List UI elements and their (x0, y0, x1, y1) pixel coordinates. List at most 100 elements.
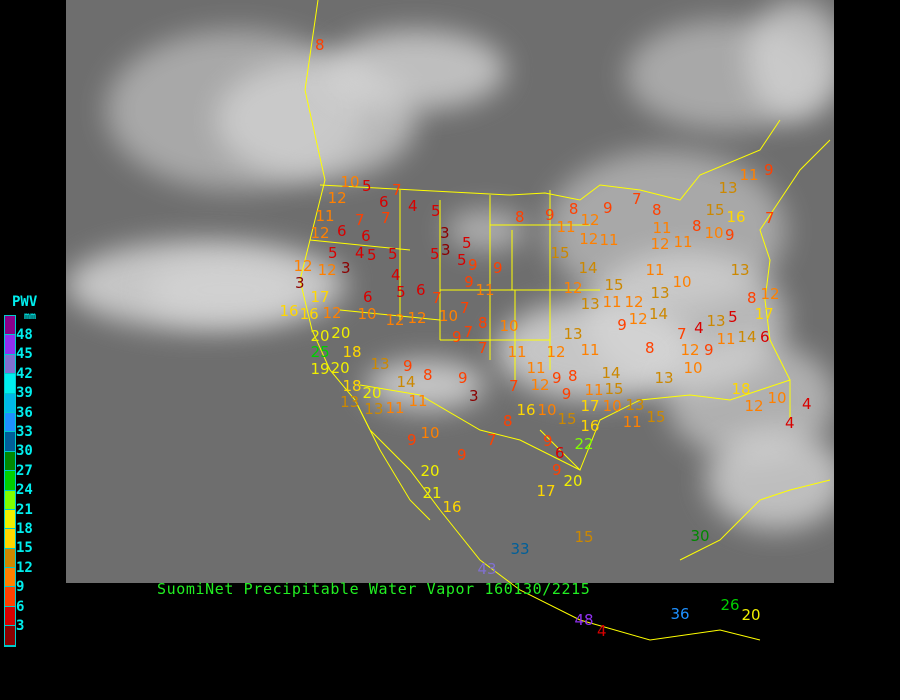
legend-swatch (5, 568, 15, 588)
station-pwv-value: 12 (563, 278, 583, 297)
cloud (366, 360, 486, 410)
station-pwv-value: 7 (381, 208, 391, 227)
station-pwv-value: 21 (422, 483, 442, 502)
station-pwv-value: 18 (342, 376, 362, 395)
station-pwv-value: 12 (385, 310, 405, 329)
legend-label: 21 (16, 501, 33, 518)
station-pwv-value: 12 (322, 303, 342, 322)
legend-swatch (5, 451, 15, 472)
station-pwv-value: 9 (617, 316, 627, 335)
station-pwv-value: 12 (546, 342, 566, 361)
legend-swatch (5, 335, 15, 355)
station-pwv-value: 11 (622, 412, 642, 431)
station-pwv-value: 11 (645, 260, 665, 279)
station-pwv-value: 8 (692, 216, 702, 235)
station-pwv-value: 18 (731, 379, 751, 398)
station-pwv-value: 4 (597, 621, 607, 640)
station-pwv-value: 11 (385, 398, 405, 417)
station-pwv-value: 20 (310, 326, 330, 345)
map-title: SuomiNet Precipitable Water Vapor 160130… (157, 580, 591, 598)
station-pwv-value: 18 (342, 342, 362, 361)
station-pwv-value: 5 (728, 307, 738, 326)
legend-label: 33 (16, 424, 33, 440)
station-pwv-value: 9 (452, 327, 462, 346)
legend-label: 45 (16, 346, 33, 363)
station-pwv-value: 12 (579, 229, 599, 248)
station-pwv-value: 3 (295, 273, 305, 292)
station-pwv-value: 9 (552, 460, 562, 479)
legend-swatch (5, 509, 15, 530)
station-pwv-value: 5 (367, 245, 377, 264)
station-pwv-value: 6 (379, 192, 389, 211)
station-pwv-value: 12 (327, 188, 347, 207)
station-pwv-value: 8 (568, 199, 579, 218)
legend-swatch (5, 626, 15, 646)
legend-swatch (5, 471, 15, 491)
station-pwv-value: 7 (460, 298, 470, 317)
station-pwv-value: 30 (690, 526, 710, 545)
station-pwv-value: 15 (574, 527, 594, 546)
station-pwv-value: 9 (725, 225, 735, 244)
station-pwv-value: 14 (737, 327, 757, 346)
legend-unit: mm (24, 311, 37, 322)
legend-label: 30 (16, 443, 33, 460)
station-pwv-value: 13 (580, 294, 600, 313)
station-pwv-value: 5 (362, 176, 372, 195)
station-pwv-value: 8 (652, 200, 662, 219)
station-pwv-value: 26 (720, 595, 740, 614)
station-pwv-value: 13 (650, 283, 670, 302)
legend-label: 48 (16, 327, 33, 343)
station-pwv-value: 15 (705, 200, 725, 219)
cloud (326, 30, 506, 110)
station-pwv-value: 12 (293, 256, 313, 275)
station-pwv-value: 20 (331, 324, 351, 343)
station-pwv-value: 6 (363, 287, 373, 306)
station-pwv-value: 13 (625, 395, 645, 414)
station-pwv-value: 13 (563, 324, 583, 343)
station-pwv-value: 15 (646, 407, 666, 426)
station-pwv-value: 12 (317, 260, 337, 279)
station-pwv-value: 10 (767, 388, 787, 407)
us-mexico-border (359, 384, 581, 471)
station-pwv-value: 11 (315, 206, 335, 225)
station-pwv-value: 9 (464, 272, 474, 291)
station-pwv-value: 16 (516, 400, 536, 419)
station-pwv-value: 14 (648, 304, 669, 323)
legend-label: 9 (16, 579, 25, 596)
station-pwv-value: 7 (765, 208, 775, 227)
station-pwv-value: 11 (602, 292, 622, 311)
station-pwv-value: 11 (584, 380, 604, 399)
legend-label: 24 (16, 482, 33, 499)
legend-swatch (5, 432, 15, 452)
station-pwv-value: 9 (407, 430, 417, 449)
station-pwv-value: 15 (604, 275, 624, 294)
legend-label: 36 (16, 404, 33, 421)
legend-swatch (5, 606, 15, 627)
station-pwv-value: 11 (599, 230, 619, 249)
station-pwv-value: 9 (603, 198, 613, 217)
station-pwv-value: 12 (760, 284, 780, 303)
station-pwv-value: 9 (561, 384, 572, 403)
station-pwv-value: 17 (754, 304, 774, 323)
station-pwv-value: 9 (552, 368, 562, 387)
station-pwv-value: 7 (355, 210, 365, 229)
station-pwv-value: 7 (478, 338, 488, 357)
station-pwv-value: 12 (310, 223, 330, 242)
station-pwv-value: 3 (469, 386, 479, 405)
station-pwv-value: 15 (557, 409, 577, 428)
station-pwv-value: 15 (604, 379, 624, 398)
station-pwv-value: 8 (478, 313, 488, 332)
station-pwv-value: 7 (487, 430, 497, 449)
station-pwv-value: 8 (515, 207, 525, 226)
yucatan-coast (679, 479, 831, 561)
station-pwv-value: 7 (632, 189, 642, 208)
station-pwv-value: 7 (392, 180, 402, 199)
station-pwv-value: 9 (457, 445, 467, 464)
station-pwv-value: 9 (764, 160, 774, 179)
station-pwv-value: 8 (503, 411, 513, 430)
station-pwv-value: 14 (578, 258, 598, 277)
station-pwv-value: 11 (408, 391, 428, 410)
legend-colorbar (4, 315, 16, 647)
